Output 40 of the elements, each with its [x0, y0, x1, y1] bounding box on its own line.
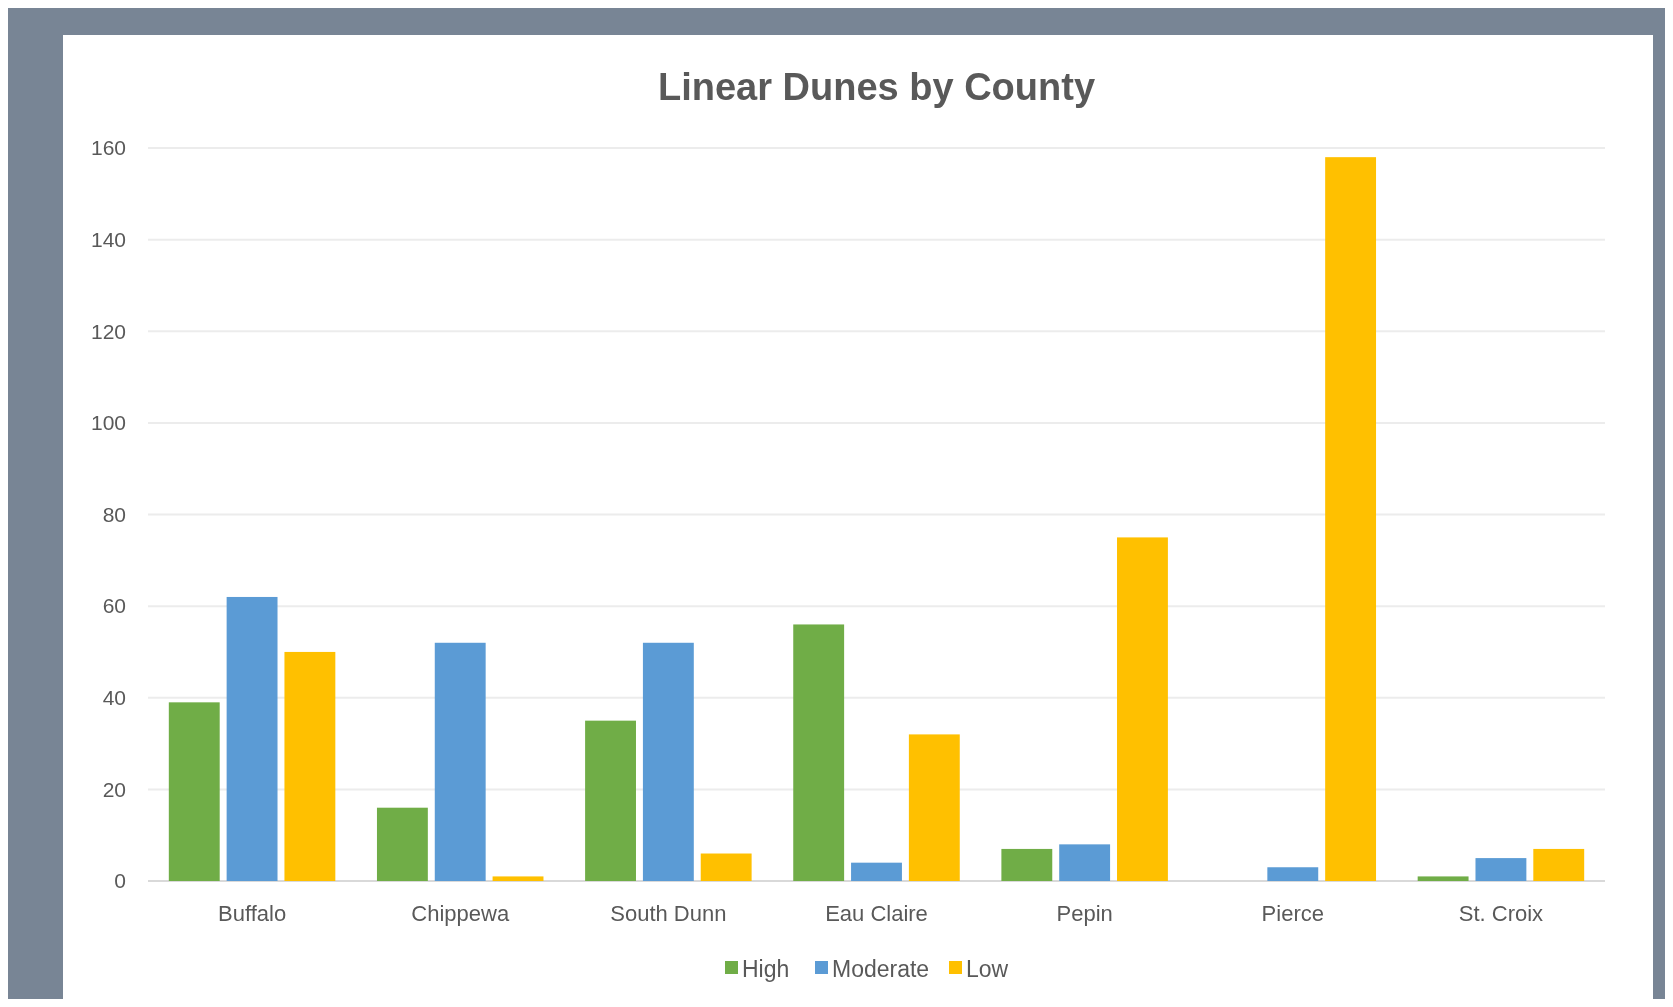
- legend-label: Low: [966, 956, 1009, 983]
- chart-title: Linear Dunes by County: [657, 66, 1096, 108]
- bar: [226, 596, 278, 881]
- bar: [851, 862, 902, 881]
- y-tick-label: 20: [102, 777, 126, 801]
- bar: [1417, 876, 1469, 881]
- y-tick-label: 160: [90, 136, 126, 160]
- y-tick-label: 80: [102, 502, 126, 526]
- bar: [1001, 848, 1053, 881]
- bar: [1267, 867, 1319, 881]
- legend-label: Moderate: [832, 956, 930, 983]
- x-tick-label: Pepin: [1056, 901, 1113, 926]
- y-tick-label: 100: [90, 411, 126, 435]
- bar: [284, 651, 336, 881]
- bar: [168, 702, 220, 881]
- bar: [1325, 157, 1377, 881]
- x-tick-label: Buffalo: [218, 901, 287, 926]
- x-tick-label: Eau Claire: [825, 901, 928, 926]
- bar: [642, 642, 694, 881]
- bar: [492, 876, 544, 881]
- y-tick-label: 40: [102, 686, 126, 710]
- bar: [1059, 844, 1111, 881]
- bar: [376, 807, 428, 881]
- bar: [700, 853, 752, 881]
- bar: [1117, 537, 1168, 881]
- x-tick-label: St. Croix: [1458, 901, 1544, 926]
- y-tick-label: 140: [90, 227, 126, 251]
- y-tick-label: 0: [114, 869, 126, 893]
- y-tick-label: 120: [90, 319, 126, 343]
- bar: [585, 720, 636, 881]
- x-tick-label: Pierce: [1261, 901, 1324, 926]
- x-tick-label: South Dunn: [610, 901, 727, 926]
- bar: [434, 642, 486, 881]
- legend-label: High: [742, 956, 790, 983]
- bar: [793, 624, 845, 881]
- bar: [1475, 858, 1527, 881]
- x-tick-label: Chippewa: [411, 901, 510, 926]
- y-tick-label: 60: [102, 594, 126, 618]
- bar: [1533, 848, 1585, 881]
- bar: [908, 734, 960, 881]
